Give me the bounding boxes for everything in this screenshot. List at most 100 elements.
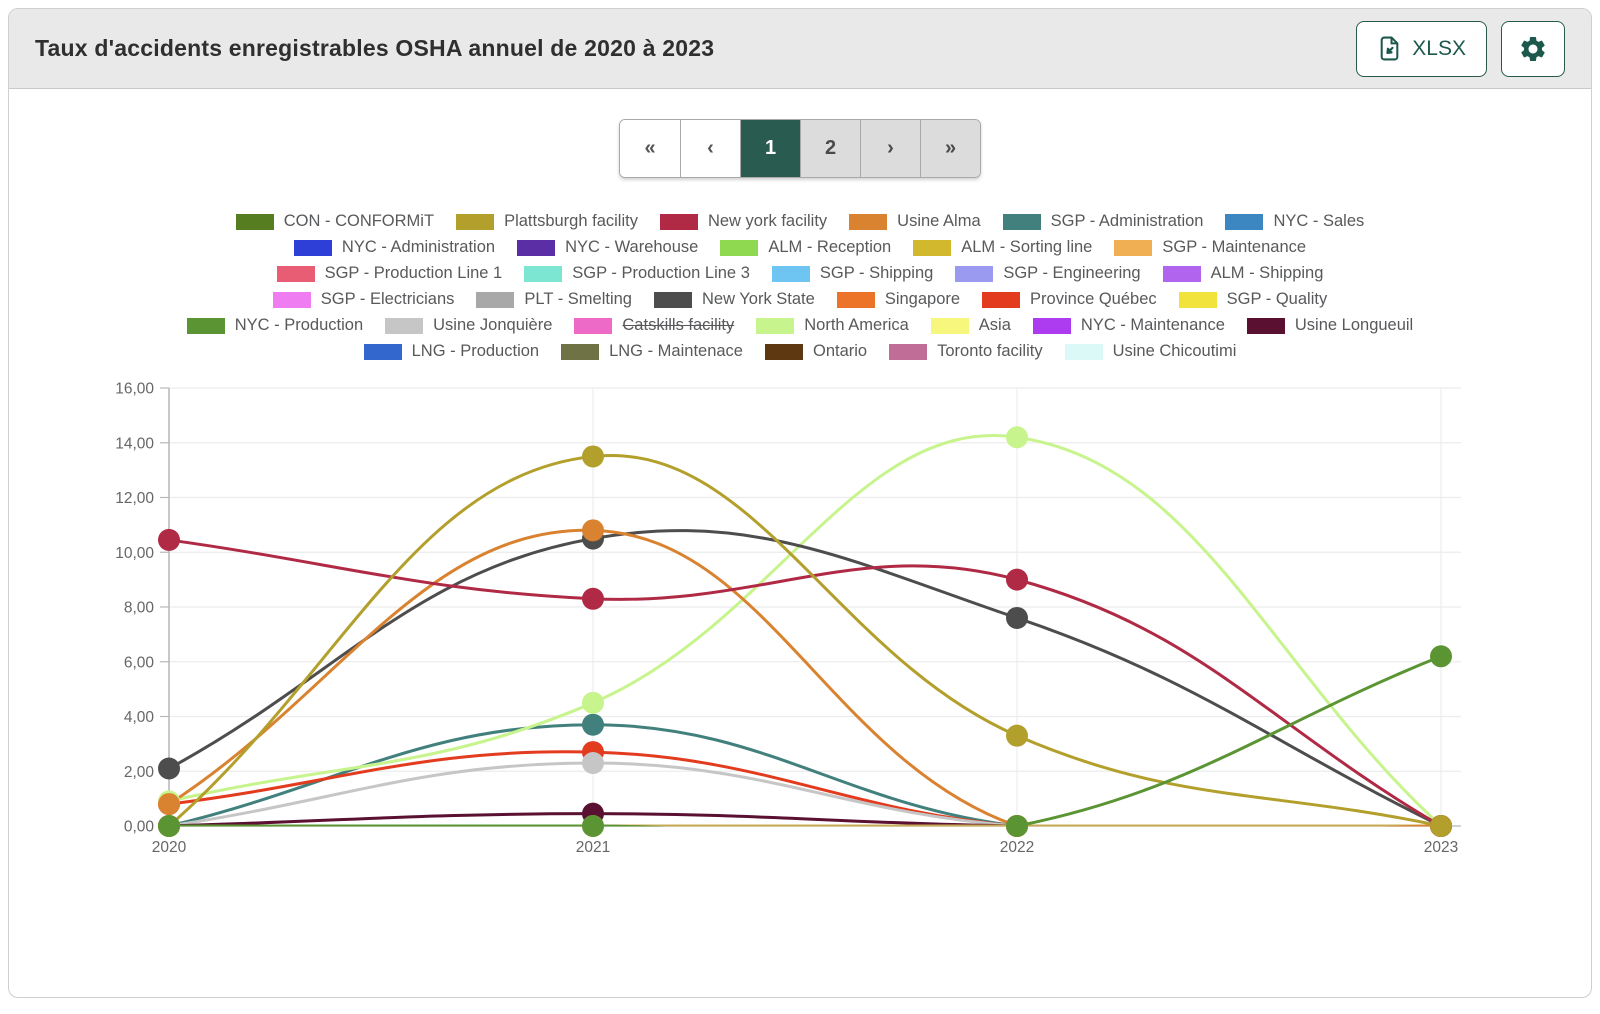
legend-swatch: [293, 239, 332, 256]
legend-item[interactable]: NYC - Administration: [293, 238, 496, 257]
legend-item[interactable]: North America: [756, 316, 909, 335]
legend-item[interactable]: SGP - Engineering: [955, 264, 1141, 283]
legend-label: Ontario: [813, 342, 868, 360]
legend-item[interactable]: Usine Jonquière: [385, 316, 552, 335]
series-point[interactable]: [1430, 815, 1452, 837]
legend-label: Singapore: [884, 290, 961, 308]
legend-item[interactable]: Singapore: [836, 290, 961, 309]
chart-canvas[interactable]: 0,00 2,00 4,00 6,00 8,00 10,00 12,00 14,00 16,00…: [9, 369, 1592, 874]
legend-item[interactable]: LNG - Maintenace: [561, 342, 743, 361]
legend-item[interactable]: SGP - Administration: [1002, 212, 1203, 231]
legend-swatch: [1002, 213, 1041, 230]
series-point[interactable]: [1006, 568, 1028, 591]
legend-item[interactable]: SGP - Production Line 3: [524, 264, 750, 283]
legend-item[interactable]: Usine Longueuil: [1246, 316, 1413, 335]
legend-swatch: [272, 291, 311, 308]
legend-label: New york facility: [707, 212, 828, 230]
series-point[interactable]: [1430, 645, 1452, 668]
legend-item[interactable]: Toronto facility: [889, 342, 1043, 361]
legend-item[interactable]: Catskills facility: [574, 316, 734, 335]
pagination-wrap: «‹ 1 2 ›»: [9, 119, 1591, 178]
legend-label: LNG - Maintenace: [609, 342, 743, 360]
legend-item[interactable]: ALM - Sorting line: [913, 238, 1092, 257]
legend-item[interactable]: PLT - Smelting: [476, 290, 632, 309]
pagination-next[interactable]: ›: [860, 120, 920, 177]
xlsx-export-button[interactable]: XLSX: [1356, 20, 1487, 77]
y-axis-tick-label: 14,00: [115, 435, 154, 452]
legend-swatch: [889, 343, 928, 360]
pagination-prev[interactable]: ‹: [680, 120, 740, 177]
legend-item[interactable]: Plattsburgh facility: [456, 212, 638, 231]
legend-item[interactable]: New york facility: [659, 212, 828, 231]
legend-item[interactable]: Province Québec: [982, 290, 1157, 309]
legend-label: NYC - Production: [234, 316, 364, 334]
legend-label: NYC - Administration: [341, 238, 496, 256]
legend-item[interactable]: SGP - Maintenance: [1114, 238, 1306, 257]
legend-swatch: [235, 213, 274, 230]
series-point[interactable]: [1006, 724, 1028, 747]
series-point[interactable]: [158, 793, 180, 816]
series-point[interactable]: [582, 713, 604, 736]
series-line: [168, 453, 1443, 827]
legend-label: Province Québec: [1030, 290, 1157, 308]
legend-swatch: [720, 239, 759, 256]
legend-item[interactable]: SGP - Quality: [1178, 290, 1327, 309]
legend-item[interactable]: Usine Alma: [849, 212, 981, 231]
series-point[interactable]: [582, 445, 604, 468]
series-point[interactable]: [582, 587, 604, 610]
settings-button[interactable]: [1501, 20, 1565, 77]
legend-label: PLT - Smelting: [524, 290, 632, 308]
legend-swatch: [524, 265, 563, 282]
series-line: [168, 750, 1443, 827]
legend-item[interactable]: NYC - Production: [186, 316, 364, 335]
series-point[interactable]: [158, 757, 180, 780]
legend-label: NYC - Sales: [1273, 212, 1365, 230]
legend-item[interactable]: SGP - Electricians: [272, 290, 454, 309]
series-line: [168, 654, 1443, 827]
series-point[interactable]: [158, 528, 180, 551]
legend-item[interactable]: Usine Chicoutimi: [1064, 342, 1237, 361]
legend-swatch: [913, 239, 952, 256]
series-point[interactable]: [582, 752, 604, 775]
legend-item[interactable]: Ontario: [765, 342, 867, 361]
series-point[interactable]: [1006, 426, 1028, 449]
legend-item[interactable]: NYC - Warehouse: [517, 238, 698, 257]
legend-label: Usine Chicoutimi: [1112, 342, 1237, 360]
legend-item[interactable]: Asia: [930, 316, 1011, 335]
legend-label: SGP - Maintenance: [1162, 238, 1307, 256]
legend-swatch: [1162, 265, 1201, 282]
pagination-page-2[interactable]: 2: [800, 120, 860, 177]
legend-swatch: [955, 265, 994, 282]
series-point[interactable]: [1006, 815, 1028, 837]
pagination-page-1[interactable]: 1: [740, 120, 800, 177]
legend-label: SGP - Production Line 1: [324, 264, 503, 282]
series-point[interactable]: [582, 519, 604, 542]
header-actions: XLSX: [1356, 20, 1565, 77]
legend-label: Asia: [978, 316, 1011, 334]
legend-label: ALM - Sorting line: [961, 238, 1093, 256]
legend-item[interactable]: New York State: [653, 290, 815, 309]
legend-item[interactable]: ALM - Shipping: [1162, 264, 1323, 283]
legend-label: CON - CONFORMiT: [283, 212, 435, 230]
legend-item[interactable]: CON - CONFORMiT: [235, 212, 435, 231]
legend-label: Plattsburgh facility: [504, 212, 638, 230]
legend-row: LNG - Production LNG - Maintenace Ontario T…: [9, 342, 1591, 361]
legend-item[interactable]: LNG - Production: [363, 342, 539, 361]
series-point[interactable]: [158, 815, 180, 837]
series-point[interactable]: [1006, 606, 1028, 629]
legend-item[interactable]: SGP - Production Line 1: [276, 264, 503, 283]
gear-icon: [1518, 34, 1548, 64]
card-header: Taux d'accidents enregistrables OSHA ann…: [9, 9, 1591, 89]
legend-swatch: [1178, 291, 1217, 308]
legend-item[interactable]: ALM - Reception: [720, 238, 891, 257]
pagination: «‹ 1 2 ›»: [619, 119, 981, 178]
legend-item[interactable]: NYC - Maintenance: [1032, 316, 1225, 335]
pagination-last[interactable]: »: [920, 120, 980, 177]
series-point[interactable]: [582, 815, 604, 837]
y-axis-tick-label: 8,00: [124, 600, 155, 617]
pagination-first[interactable]: «: [620, 120, 680, 177]
legend-label: ALM - Reception: [768, 238, 892, 256]
legend-item[interactable]: SGP - Shipping: [771, 264, 933, 283]
legend-item[interactable]: NYC - Sales: [1225, 212, 1364, 231]
series-point[interactable]: [582, 691, 604, 714]
